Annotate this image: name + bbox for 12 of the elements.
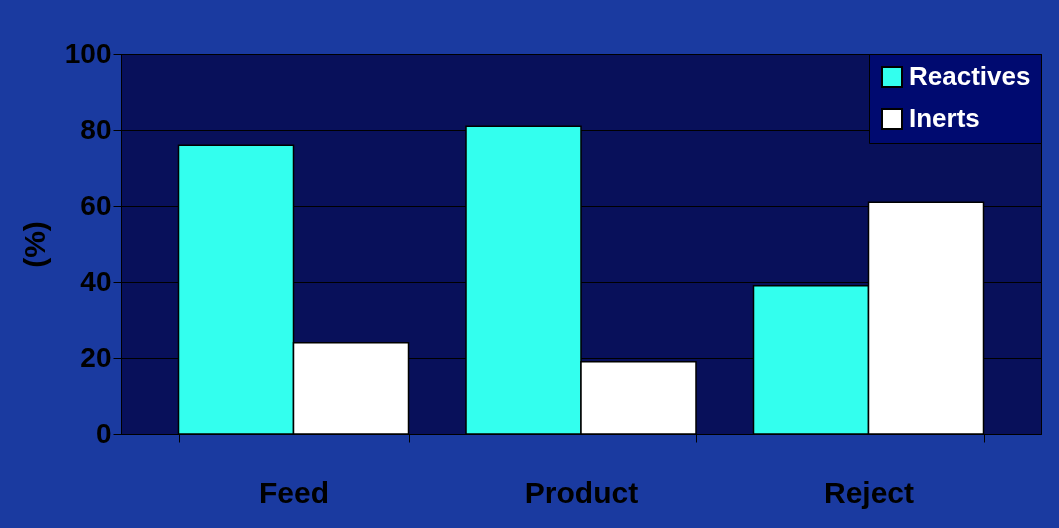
x-tick-label: Feed [258, 475, 330, 509]
legend-label: Reactives [909, 61, 1031, 91]
y-axis-title: (%) [17, 221, 51, 268]
y-tick-label: 20 [80, 341, 112, 373]
x-tick-label: Reject [823, 475, 915, 509]
legend-label: Inerts [909, 103, 980, 133]
y-tick-label: 80 [80, 113, 112, 145]
x-tick-label: Product [524, 475, 639, 509]
y-tick-label: 100 [64, 37, 112, 69]
y-tick-label: 40 [80, 265, 112, 297]
y-tick-label: 0 [95, 417, 112, 449]
y-tick-label: 60 [80, 189, 112, 221]
